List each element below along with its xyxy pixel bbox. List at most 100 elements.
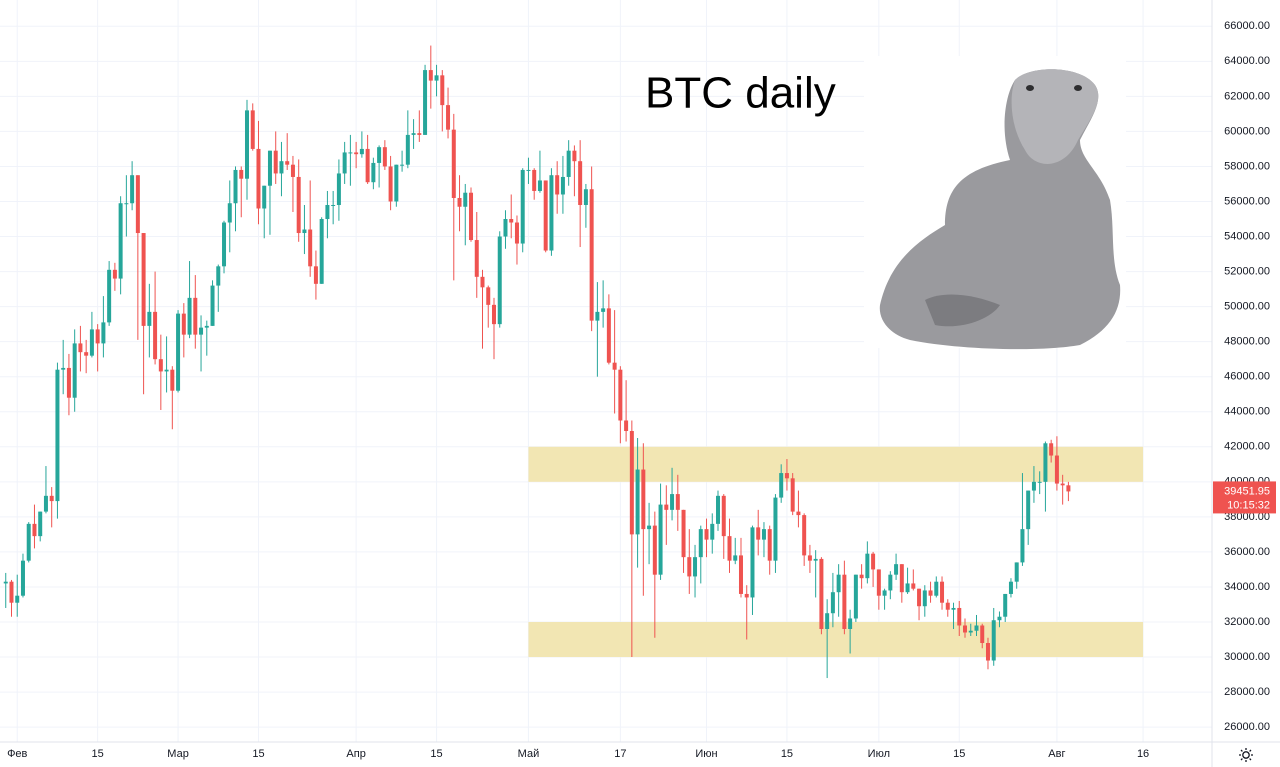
candle-body bbox=[761, 529, 766, 540]
candle-body bbox=[463, 192, 468, 207]
candle-body bbox=[836, 574, 841, 593]
x-tick-label: Мар bbox=[167, 748, 189, 760]
candle-body bbox=[308, 229, 313, 267]
candle-body bbox=[985, 643, 990, 661]
candle-body bbox=[888, 574, 893, 591]
candle-body bbox=[377, 147, 382, 163]
candle-body bbox=[991, 620, 996, 661]
candle-body bbox=[365, 148, 370, 183]
candle-body bbox=[210, 285, 215, 326]
candle-body bbox=[26, 523, 31, 561]
candle-body bbox=[164, 369, 169, 372]
x-tick-label: 15 bbox=[252, 748, 264, 760]
candle-body bbox=[434, 75, 439, 81]
settings-icon-spokes[interactable] bbox=[1239, 748, 1253, 762]
x-tick-label: 15 bbox=[953, 748, 965, 760]
candle-body bbox=[842, 574, 847, 629]
candle-body bbox=[1054, 455, 1059, 484]
candle-body bbox=[1037, 481, 1042, 483]
candle-body bbox=[285, 161, 290, 165]
candle-body bbox=[566, 150, 571, 177]
candle-body bbox=[32, 523, 37, 537]
candle-body bbox=[204, 325, 209, 328]
candle-body bbox=[440, 75, 445, 106]
y-tick-label: 26000.00 bbox=[1224, 721, 1270, 733]
candle-body bbox=[578, 161, 583, 205]
last-price-box bbox=[1213, 481, 1276, 514]
candle-body bbox=[882, 590, 887, 596]
candle-body bbox=[865, 553, 870, 579]
y-tick-label: 62000.00 bbox=[1224, 90, 1270, 102]
candle-body bbox=[273, 150, 278, 174]
candle-body bbox=[744, 593, 749, 598]
candle-body bbox=[279, 161, 284, 174]
candle-body bbox=[423, 70, 428, 135]
settings-icon-hub[interactable] bbox=[1242, 751, 1250, 759]
y-tick-label: 56000.00 bbox=[1224, 195, 1270, 207]
candle-body bbox=[89, 329, 94, 356]
candle-body bbox=[446, 105, 451, 130]
y-tick-label: 64000.00 bbox=[1224, 55, 1270, 67]
candle-body bbox=[1008, 581, 1013, 594]
candle-body bbox=[38, 511, 43, 537]
candle-body bbox=[779, 473, 784, 498]
candle-body bbox=[767, 529, 772, 561]
candle-body bbox=[520, 169, 525, 244]
candle-body bbox=[664, 504, 669, 510]
candle-body bbox=[118, 203, 123, 279]
candle-body bbox=[951, 607, 956, 610]
candle-body bbox=[687, 557, 692, 577]
y-tick-label: 28000.00 bbox=[1224, 686, 1270, 698]
candle-body bbox=[1003, 593, 1008, 617]
y-tick-label: 34000.00 bbox=[1224, 581, 1270, 593]
candle-body bbox=[244, 110, 249, 179]
x-tick-label: 15 bbox=[430, 748, 442, 760]
candle-body bbox=[497, 236, 502, 325]
candle-body bbox=[474, 240, 479, 277]
candle-body bbox=[176, 313, 181, 391]
x-tick-label: Фев bbox=[7, 748, 27, 760]
candle-body bbox=[107, 269, 112, 323]
candles bbox=[3, 45, 1071, 679]
candle-body bbox=[1020, 529, 1025, 563]
candle-body bbox=[894, 564, 899, 575]
candle-body bbox=[750, 527, 755, 598]
candle-body bbox=[560, 176, 565, 195]
candle-body bbox=[629, 431, 634, 535]
candle-body bbox=[262, 185, 267, 209]
candle-body bbox=[514, 222, 519, 244]
y-tick-label: 44000.00 bbox=[1224, 406, 1270, 418]
meme-eye bbox=[1026, 85, 1034, 91]
candle-body bbox=[922, 590, 927, 607]
settings-icon[interactable] bbox=[1239, 748, 1253, 762]
candle-body bbox=[532, 169, 537, 191]
candle-body bbox=[997, 616, 1002, 621]
y-tick-label: 46000.00 bbox=[1224, 371, 1270, 383]
candle-body bbox=[256, 148, 261, 209]
candle-body bbox=[681, 509, 686, 558]
candle-body bbox=[411, 133, 416, 135]
candle-body bbox=[95, 329, 100, 344]
candle-body bbox=[101, 322, 106, 344]
candle-body bbox=[193, 297, 198, 335]
candle-body bbox=[716, 495, 721, 524]
x-tick-label: 15 bbox=[781, 748, 793, 760]
candle-body bbox=[543, 180, 548, 251]
candle-body bbox=[135, 175, 140, 234]
candle-body bbox=[790, 478, 795, 512]
y-tick-label: 52000.00 bbox=[1224, 265, 1270, 277]
candle-body bbox=[1014, 562, 1019, 582]
candle-body bbox=[802, 515, 807, 556]
candle-body bbox=[336, 173, 341, 205]
x-axis: Фев 15 Мар 15 Апр 15 Май 17 Июн 15 Июл 15 Авг 16 bbox=[7, 748, 1149, 760]
candle-body bbox=[756, 527, 761, 540]
y-tick-label: 48000.00 bbox=[1224, 336, 1270, 348]
x-tick-label: Май bbox=[518, 748, 540, 760]
candle-body bbox=[417, 133, 422, 135]
candle-body bbox=[784, 473, 789, 479]
candle-body bbox=[233, 169, 238, 204]
candle-body bbox=[928, 590, 933, 596]
candle-body bbox=[388, 166, 393, 202]
candle-body bbox=[267, 150, 272, 186]
